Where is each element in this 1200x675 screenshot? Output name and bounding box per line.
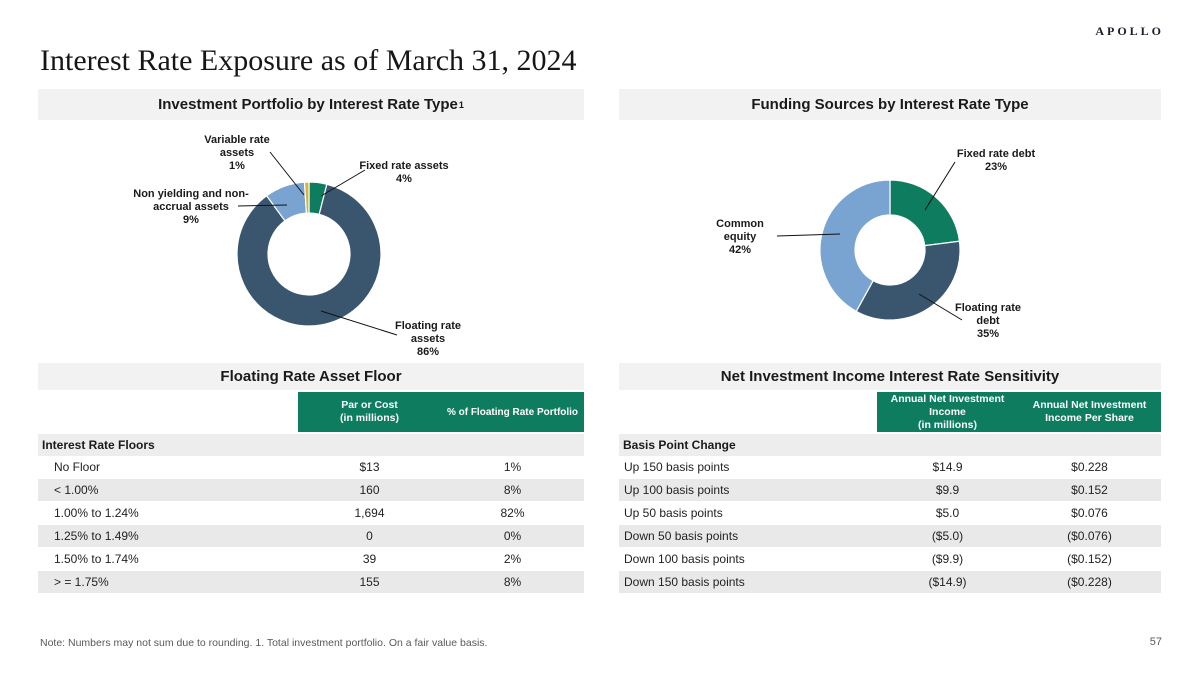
table-row: < 1.00% 160 8%	[38, 479, 584, 502]
donut-label-fixed-rate-assets: Fixed rate assets 4%	[359, 160, 449, 185]
donut-left-svg	[236, 151, 398, 336]
cell-value: 1%	[503, 460, 522, 474]
table-right-rows: Up 150 basis points $14.9 $0.228 Up 100 bas…	[619, 456, 1161, 594]
cell-value: 155	[359, 575, 380, 589]
cell-value: ($5.0)	[931, 529, 964, 543]
column-header-annual-nii-per-share: Annual Net Investment Income Per Share	[1018, 392, 1161, 432]
nii-sensitivity-table: Net Investment Income Interest Rate Sens…	[619, 363, 1161, 594]
row-label: 1.50% to 1.74%	[54, 552, 139, 566]
column-header-par-or-cost: Par or Cost (in millions)	[298, 392, 441, 432]
row-label: 1.25% to 1.49%	[54, 529, 139, 543]
chart-header-right-text: Funding Sources by Interest Rate Type	[751, 96, 1029, 113]
table-row: No Floor $13 1%	[38, 456, 584, 479]
cell-value: $13	[359, 460, 380, 474]
footnote: Note: Numbers may not sum due to roundin…	[40, 637, 488, 649]
cell-value: 0	[366, 529, 373, 543]
table-row: Down 150 basis points ($14.9) ($0.228)	[619, 571, 1161, 594]
cell-value: ($0.152)	[1067, 552, 1112, 566]
table-row: Up 100 basis points $9.9 $0.152	[619, 479, 1161, 502]
cell-value: ($14.9)	[928, 575, 967, 589]
row-label: Down 50 basis points	[624, 529, 739, 543]
label-leader-line	[269, 151, 305, 196]
cell-value: $5.0	[935, 506, 960, 520]
cell-value: 2%	[503, 552, 522, 566]
cell-value: 1,694	[354, 506, 385, 520]
table-right-column-headers: Annual Net Investment Income (in million…	[619, 392, 1161, 432]
cell-value: ($9.9)	[931, 552, 964, 566]
table-row: Down 50 basis points ($5.0) ($0.076)	[619, 525, 1161, 548]
cell-value: 39	[362, 552, 377, 566]
chart-header-right: Funding Sources by Interest Rate Type	[619, 89, 1161, 120]
table-left-rows: No Floor $13 1% < 1.00% 160 8% 1.00% to 1.24% 1…	[38, 456, 584, 594]
table-row: 1.25% to 1.49% 0 0%	[38, 525, 584, 548]
cell-value: $9.9	[935, 483, 960, 497]
label-leader-line	[320, 310, 398, 336]
donut-segment-floating-rate-debt	[855, 240, 961, 321]
row-label: No Floor	[54, 460, 101, 474]
donut-label-common-equity: Common equity 42%	[716, 218, 764, 256]
investment-portfolio-donut-chart: Variable rate assets 1% Fixed rate assets…	[38, 120, 584, 362]
funding-sources-donut-chart: Fixed rate debt 23% Common equity 42% Floa…	[619, 120, 1161, 362]
table-row: > = 1.75% 155 8%	[38, 571, 584, 594]
section-header-interest-rate-floors: Interest Rate Floors	[38, 434, 584, 456]
donut-segment-fixed-rate-debt	[889, 179, 961, 247]
table-row: Up 50 basis points $5.0 $0.076	[619, 502, 1161, 525]
label-leader-line	[237, 204, 288, 207]
chart-header-left: Investment Portfolio by Interest Rate Ty…	[38, 89, 584, 120]
column-header-pct-floating-portfolio: % of Floating Rate Portfolio	[441, 392, 584, 432]
row-label: Down 150 basis points	[624, 575, 745, 589]
row-label: Up 100 basis points	[624, 483, 730, 497]
row-label: < 1.00%	[54, 483, 99, 497]
donut-segment-floating-rate-assets	[236, 183, 382, 327]
label-leader-line	[924, 161, 956, 211]
floating-rate-asset-floor-table: Floating Rate Asset Floor Par or Cost (i…	[38, 363, 584, 594]
table-title-left: Floating Rate Asset Floor	[38, 363, 584, 390]
donut-segment-variable-rate-assets	[303, 181, 310, 214]
donut-label-floating-rate-debt: Floating rate debt 35%	[954, 302, 1021, 340]
cell-value: 160	[359, 483, 380, 497]
cell-value: $0.152	[1071, 483, 1108, 497]
donut-segment-common-equity	[819, 179, 891, 313]
row-label: 1.00% to 1.24%	[54, 506, 139, 520]
cell-value: $0.228	[1071, 460, 1108, 474]
page-number: 57	[1149, 636, 1162, 648]
row-label: Down 100 basis points	[624, 552, 745, 566]
section-header-basis-point-change: Basis Point Change	[619, 434, 1161, 456]
cell-value: 8%	[503, 483, 522, 497]
chart-header-left-text: Investment Portfolio by Interest Rate Ty…	[158, 96, 458, 113]
table-row: 1.00% to 1.24% 1,694 82%	[38, 502, 584, 525]
row-label: > = 1.75%	[54, 575, 109, 589]
header-spacer	[38, 392, 298, 432]
table-row: 1.50% to 1.74% 39 2%	[38, 548, 584, 571]
page-title: Interest Rate Exposure as of March 31, 2…	[40, 44, 577, 77]
donut-label-floating-rate-assets: Floating rate assets 86%	[394, 320, 461, 358]
cell-value: 8%	[503, 575, 522, 589]
cell-value: 0%	[503, 529, 522, 543]
row-label: Up 50 basis points	[624, 506, 723, 520]
row-label: Up 150 basis points	[624, 460, 730, 474]
label-leader-line	[918, 293, 963, 321]
cell-value: ($0.076)	[1067, 529, 1112, 543]
donut-label-variable-rate-assets: Variable rate assets 1%	[204, 134, 270, 172]
table-row: Down 100 basis points ($9.9) ($0.152)	[619, 548, 1161, 571]
table-left-column-headers: Par or Cost (in millions) % of Floating …	[38, 392, 584, 432]
table-title-right: Net Investment Income Interest Rate Sens…	[619, 363, 1161, 390]
header-spacer	[619, 392, 877, 432]
cell-value: $0.076	[1071, 506, 1108, 520]
cell-value: ($0.228)	[1067, 575, 1112, 589]
donut-right-svg	[776, 161, 963, 321]
cell-value: $14.9	[932, 460, 963, 474]
apollo-logo: APOLLO	[1095, 24, 1164, 38]
donut-label-fixed-rate-debt: Fixed rate debt 23%	[956, 148, 1036, 173]
label-leader-line	[320, 169, 366, 197]
donut-label-non-yielding-assets: Non yielding and non-accrual assets 9%	[133, 188, 249, 226]
label-leader-line	[776, 233, 841, 237]
cell-value: 82%	[500, 506, 525, 520]
table-row: Up 150 basis points $14.9 $0.228	[619, 456, 1161, 479]
column-header-annual-nii: Annual Net Investment Income (in million…	[877, 392, 1018, 432]
